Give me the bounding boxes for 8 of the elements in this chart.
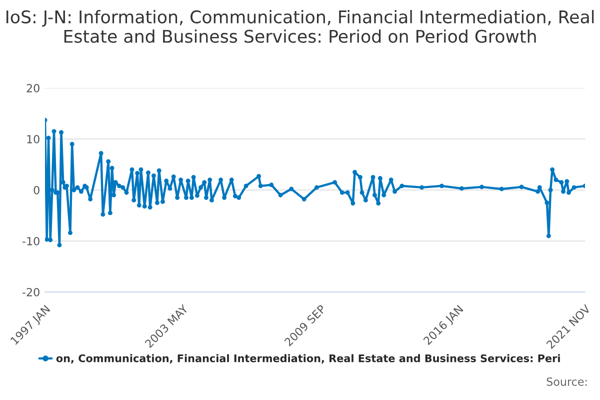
y-tick-label: -20: [22, 288, 40, 296]
source-note: Source:: [546, 377, 587, 386]
legend-label: on, Communication, Financial Intermediation, Real Estate and Business Services: Peri: [56, 354, 560, 364]
y-tick-label: -10: [22, 236, 40, 246]
y-tick-label: 0: [34, 186, 40, 194]
chart-title: IoS: J-N: Information, Communication, Financial Intermediation, Real Estate and Business Services: Period on Period Growth: [6, 10, 594, 43]
y-tick-label: 10: [27, 134, 40, 144]
y-tick-label: 20: [26, 84, 40, 92]
